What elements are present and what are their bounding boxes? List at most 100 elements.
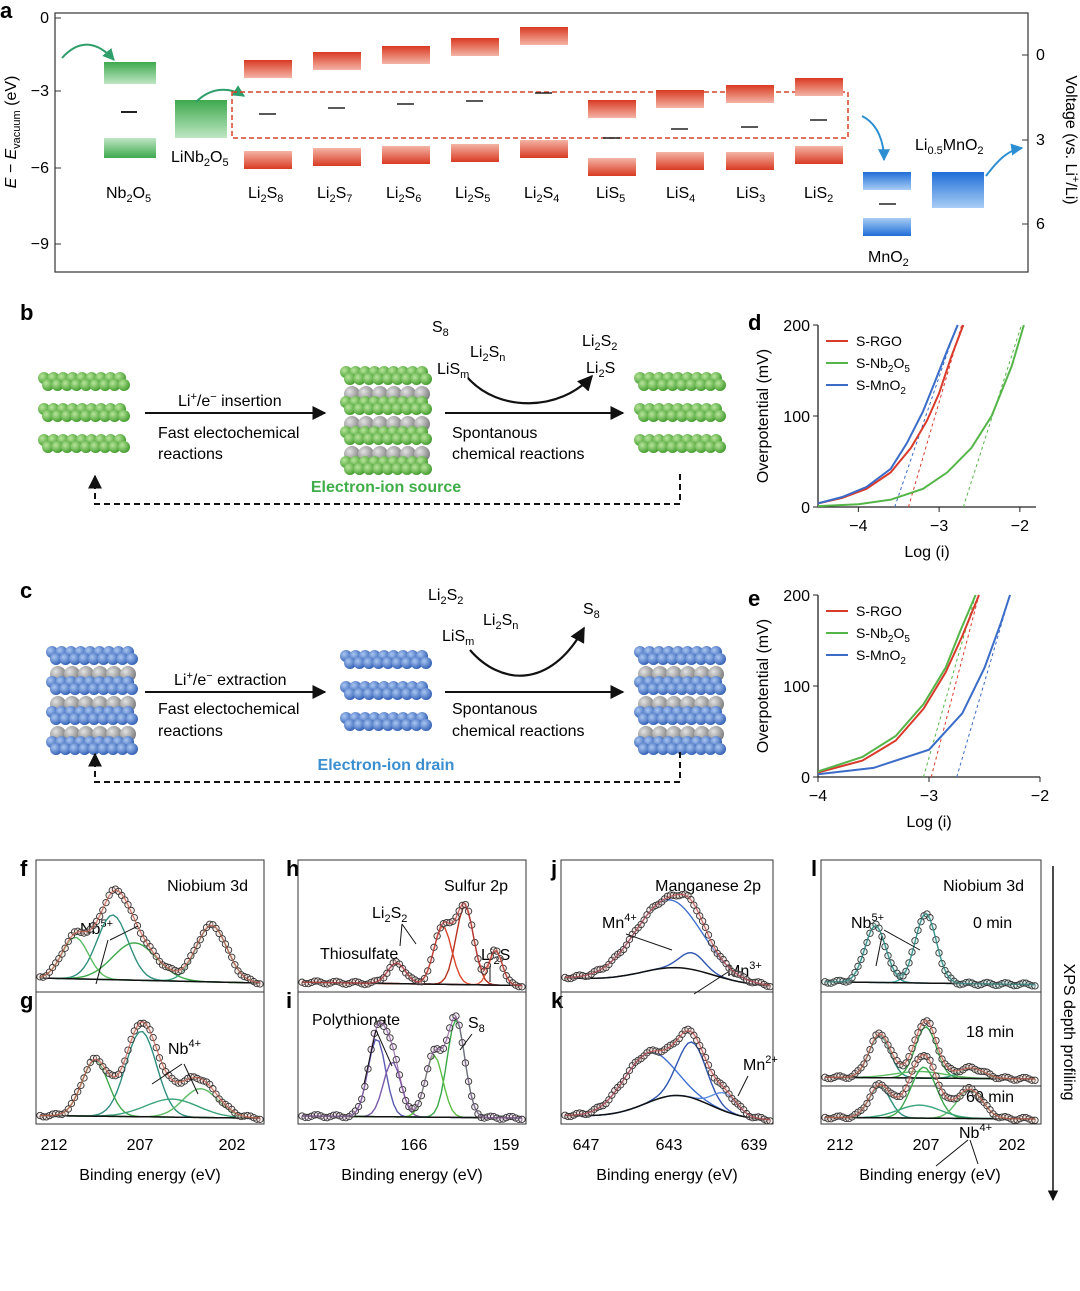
panel-label-a: a xyxy=(0,0,13,23)
host-atom xyxy=(638,653,650,665)
host-atom xyxy=(647,653,660,665)
host-atom xyxy=(51,410,64,422)
xps-background xyxy=(825,1076,1035,1080)
host-atom xyxy=(401,688,413,700)
pointer-j-mn4 xyxy=(625,933,673,951)
host-atom xyxy=(50,743,62,755)
host-atom xyxy=(714,653,726,665)
x-tick-label: −4 xyxy=(809,788,827,805)
host-atom xyxy=(69,683,81,695)
host-atom xyxy=(88,713,100,725)
host-atom xyxy=(657,441,669,453)
tick-l-207: 207 xyxy=(913,1137,940,1154)
host-atom xyxy=(666,683,679,695)
host-atom xyxy=(344,403,356,415)
host-atom xyxy=(647,683,660,695)
right-tick-6: 6 xyxy=(1036,216,1045,233)
xps-datapoint xyxy=(902,1059,910,1067)
xps-background xyxy=(39,977,261,984)
host-atom xyxy=(410,403,423,415)
host-atom xyxy=(676,410,688,422)
host-atom xyxy=(382,463,394,475)
host-atom xyxy=(88,683,100,695)
host-atom xyxy=(353,719,366,731)
host-atom xyxy=(372,688,385,700)
legend-entry: S-MnO2 xyxy=(856,377,906,397)
host-atom xyxy=(353,463,366,475)
host-atom xyxy=(704,683,717,695)
spontaneous-c-1: Spontanous xyxy=(452,701,537,718)
host-atom xyxy=(685,743,698,755)
tick-j-639: 639 xyxy=(741,1137,768,1154)
y-tick-label: 0 xyxy=(801,770,810,787)
host-atom xyxy=(97,683,110,695)
tick-f-202: 202 xyxy=(219,1137,246,1154)
host-atom xyxy=(89,441,102,453)
linb2o5-band xyxy=(175,100,227,138)
xps-g-nb4: Nb4+ xyxy=(168,1038,201,1058)
green-layered-host-right xyxy=(634,372,726,453)
xps-datapoint xyxy=(899,1090,907,1098)
host-atom xyxy=(70,410,83,422)
host-atom xyxy=(676,441,688,453)
fast-reactions-c-2: reactions xyxy=(158,723,223,740)
electron-ion-drain-label: Electron-ion drain xyxy=(318,757,455,774)
host-atom xyxy=(88,653,100,665)
y-tick-m6: −6 xyxy=(31,160,49,177)
host-atom xyxy=(116,653,129,665)
host-atom xyxy=(685,653,698,665)
label-nb2o5: Nb2O5 xyxy=(106,185,151,205)
host-atom xyxy=(344,688,356,700)
host-atom xyxy=(647,379,660,391)
pointer-l-nb5-a xyxy=(875,935,883,967)
host-atom xyxy=(391,433,404,445)
host-atom xyxy=(685,683,698,695)
host-atom xyxy=(363,719,375,731)
host-atom xyxy=(51,379,64,391)
panel-c: c Li+/e− extraction Fast electochemical … xyxy=(20,578,726,783)
host-atom xyxy=(59,743,72,755)
panel-b: b Li+/e− insertion Fast electochemical r… xyxy=(20,300,726,505)
tick-h-159: 159 xyxy=(493,1137,520,1154)
series-S-RGO xyxy=(817,594,980,774)
host-atom xyxy=(50,683,62,695)
host-atom xyxy=(410,657,423,669)
green-intercalated-host xyxy=(340,366,432,475)
host-atom xyxy=(666,743,679,755)
legend-entry: S-Nb2O5 xyxy=(856,625,910,645)
sulfide-bands xyxy=(244,27,843,176)
legend-entry: S-Nb2O5 xyxy=(856,355,910,375)
host-atom xyxy=(695,441,707,453)
spontaneous-label-1: Spontanous xyxy=(452,425,537,442)
pointer-l-nb5-b xyxy=(883,929,921,951)
host-atom xyxy=(80,410,92,422)
host-atom xyxy=(42,379,54,391)
host-atom xyxy=(61,379,73,391)
host-atom xyxy=(42,410,54,422)
host-atom xyxy=(99,379,111,391)
label-li2s4: Li2S4 xyxy=(524,185,559,205)
host-atom xyxy=(676,683,688,695)
host-atom xyxy=(685,441,698,453)
xps-k-mn2: Mn2+ xyxy=(743,1054,778,1074)
host-atom xyxy=(50,653,62,665)
xps-datapoint xyxy=(1031,1076,1039,1084)
tick-l-212: 212 xyxy=(827,1137,854,1154)
host-atom xyxy=(420,463,432,475)
xps-j-mn4: Mn4+ xyxy=(602,912,637,932)
host-atom xyxy=(391,719,404,731)
pointer-i-poly-a xyxy=(363,1029,377,1085)
xps-f-title: Niobium 3d xyxy=(167,878,248,895)
host-atom xyxy=(70,441,83,453)
y-tick-m3: −3 xyxy=(31,83,49,100)
pointer-i-s8 xyxy=(459,1033,473,1051)
host-atom xyxy=(410,463,423,475)
legend-entry: S-MnO2 xyxy=(856,647,906,667)
host-atom xyxy=(97,653,110,665)
host-atom xyxy=(401,719,413,731)
host-atom xyxy=(126,743,138,755)
xps-l-0min: 0 min xyxy=(973,915,1012,932)
pointer-j-mn3 xyxy=(693,971,729,995)
xps-k-frame xyxy=(560,991,774,1125)
